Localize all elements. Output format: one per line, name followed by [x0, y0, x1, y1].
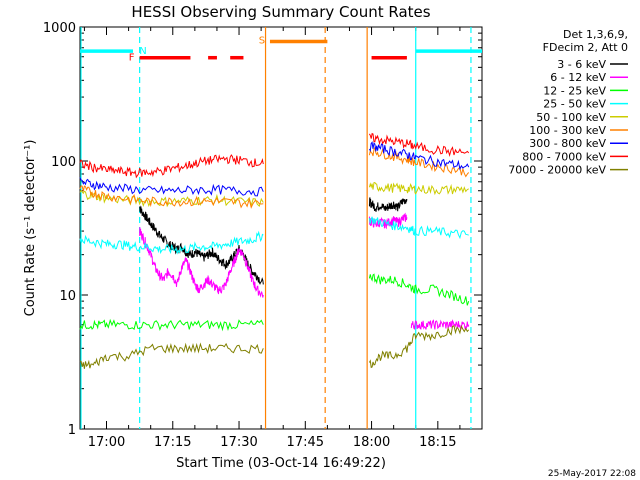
series-line [79, 177, 264, 197]
y-tick-label: 100 [51, 155, 76, 170]
series-line [79, 230, 264, 255]
flag-label: N [139, 46, 146, 57]
legend-label: 50 - 100 keV [536, 111, 606, 124]
footer-date: 25-May-2017 22:08 [548, 469, 636, 479]
series-line [410, 319, 470, 332]
x-tick-label: 17:45 [287, 435, 324, 450]
legend-label: 100 - 300 keV [529, 124, 606, 137]
x-tick-label: 17:15 [154, 435, 191, 450]
plot-frame [79, 26, 483, 430]
legend-label: 800 - 7000 keV [522, 150, 606, 163]
series-line [79, 185, 264, 209]
series-line [368, 216, 469, 240]
series-line [139, 227, 264, 298]
x-tick-label: 18:15 [419, 435, 456, 450]
series-line [368, 141, 470, 171]
series-line [79, 154, 264, 179]
chart-title: HESSI Observing Summary Count Rates [131, 3, 430, 21]
series-line [368, 273, 470, 306]
legend-label: 6 - 12 keV [550, 71, 606, 84]
legend-label: 7000 - 20000 keV [508, 164, 606, 177]
series-line [368, 132, 470, 158]
series-line [368, 197, 408, 212]
legend-header: FDecim 2, Att 0 [543, 41, 628, 54]
y-tick-label: 10 [59, 289, 76, 304]
series-line [79, 342, 264, 369]
series-line [368, 212, 408, 230]
legend-header: Det 1,3,6,9, [563, 28, 628, 41]
x-tick-label: 17:30 [220, 435, 257, 450]
y-tick-label: 1000 [43, 21, 76, 36]
series-line [368, 182, 469, 196]
flag-label: F [129, 53, 135, 64]
y-axis-label: Count Rate (s⁻¹ detector⁻¹) [23, 140, 38, 317]
plot-area: NF S [79, 26, 483, 430]
legend-label: 25 - 50 keV [543, 98, 606, 111]
legend-label: 3 - 6 keV [557, 58, 606, 71]
x-axis-label: Start Time (03-Oct-14 16:49:22) [176, 456, 386, 471]
series-line [368, 324, 470, 369]
x-tick-label: 18:00 [353, 435, 390, 450]
series-line [79, 189, 264, 208]
legend-label: 12 - 25 keV [543, 84, 606, 97]
legend-label: 300 - 800 keV [529, 137, 606, 150]
series-line [368, 146, 470, 178]
series-line [79, 318, 264, 332]
x-tick-label: 17:00 [88, 435, 125, 450]
flag-label: S [259, 35, 265, 46]
y-tick-label: 1 [68, 423, 76, 438]
series-line [139, 205, 264, 285]
